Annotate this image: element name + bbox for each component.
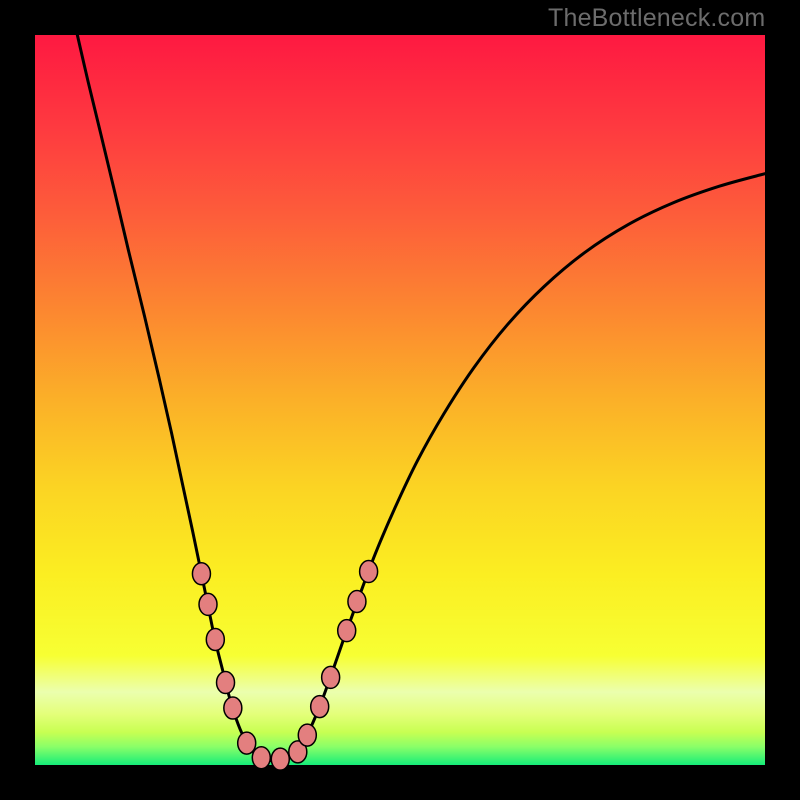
marker-left-0 <box>192 563 210 585</box>
marker-right-2 <box>298 724 316 746</box>
marker-right-3 <box>311 696 329 718</box>
marker-right-6 <box>348 590 366 612</box>
marker-right-4 <box>322 666 340 688</box>
curve-left-branch <box>77 35 268 761</box>
marker-left-3 <box>217 672 235 694</box>
marker-left-2 <box>206 628 224 650</box>
marker-left-5 <box>238 732 256 754</box>
marker-right-7 <box>360 561 378 583</box>
curve-right-branch <box>269 174 765 761</box>
marker-right-5 <box>338 620 356 642</box>
bottleneck-curve <box>35 35 765 765</box>
marker-left-1 <box>199 593 217 615</box>
watermark-text: TheBottleneck.com <box>548 4 765 33</box>
marker-left-4 <box>224 697 242 719</box>
chart-stage: TheBottleneck.com <box>0 0 800 800</box>
marker-right-0 <box>271 748 289 770</box>
marker-left-6 <box>252 747 270 769</box>
